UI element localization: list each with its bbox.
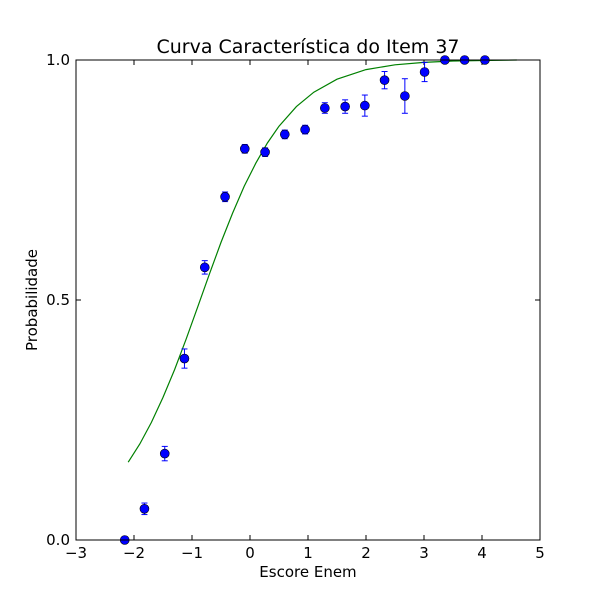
point-marker <box>340 101 350 112</box>
data-point <box>400 78 410 114</box>
x-tick-label: 2 <box>361 544 371 562</box>
data-point <box>360 94 370 117</box>
axis-ticks: −3 −2 −1 0 1 2 3 4 5 0.0 0.5 1.0 <box>46 51 545 562</box>
y-tick-label: 1.0 <box>46 51 70 69</box>
data-point <box>300 124 310 135</box>
point-marker <box>300 124 310 135</box>
point-marker <box>220 192 230 202</box>
data-point <box>279 129 290 140</box>
x-tick-label: 4 <box>477 544 487 562</box>
x-tick-label: −1 <box>181 544 203 562</box>
data-point <box>220 191 230 203</box>
x-axis-label: Escore Enem <box>259 563 356 581</box>
data-point <box>379 71 390 90</box>
data-point <box>179 348 190 369</box>
point-marker <box>279 129 290 140</box>
point-marker <box>159 448 170 459</box>
x-tick-label: 3 <box>419 544 429 562</box>
point-marker <box>360 100 370 111</box>
point-marker <box>400 91 410 101</box>
x-tick-label: −3 <box>65 544 87 562</box>
data-point <box>139 502 150 516</box>
y-tick-label: 0.0 <box>46 531 70 549</box>
y-axis-label: Probabilidade <box>23 249 41 351</box>
data-point <box>340 99 350 114</box>
fitted-curve-layer <box>127 59 517 463</box>
x-tick-label: 0 <box>245 544 255 562</box>
point-marker <box>139 503 150 514</box>
plot-frame <box>75 59 541 541</box>
point-marker <box>260 147 270 157</box>
y-tick-label: 0.5 <box>46 291 70 309</box>
data-point <box>260 147 270 157</box>
point-marker <box>239 144 250 154</box>
data-points-layer <box>119 55 490 545</box>
data-point <box>419 61 430 83</box>
x-tick-label: −2 <box>123 544 145 562</box>
x-tick-label: 1 <box>303 544 313 562</box>
fitted-curve-line <box>127 59 517 463</box>
point-marker <box>199 262 210 273</box>
point-marker <box>179 353 190 364</box>
x-tick-label: 5 <box>535 544 545 562</box>
point-marker <box>419 67 430 77</box>
data-point <box>320 102 330 114</box>
point-marker <box>320 103 330 113</box>
chart-title: Curva Característica do Item 37 <box>156 36 459 58</box>
point-marker <box>379 75 390 85</box>
data-point <box>239 143 250 154</box>
data-point <box>199 260 210 275</box>
data-point <box>159 445 170 462</box>
